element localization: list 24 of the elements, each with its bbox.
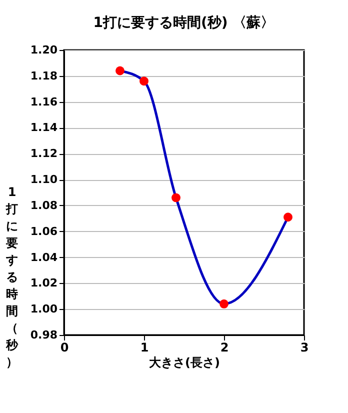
point (284, 212, 292, 222)
y-tick-label: 1.14 (30, 121, 58, 134)
y-tick-label: 1.16 (30, 95, 58, 108)
y-tick-label: 1.18 (30, 69, 58, 82)
y-tick-label: 0.98 (30, 328, 58, 342)
y-tick-label: 1.20 (30, 44, 58, 56)
point (116, 66, 124, 76)
point (220, 299, 228, 308)
y-tick-label: 1.02 (30, 276, 58, 290)
y-tick-label: 1.10 (30, 173, 58, 186)
y-tick-label: 1.06 (30, 224, 58, 238)
x-tick-label: 0 (60, 340, 69, 354)
x-tick-label: 2 (220, 340, 229, 354)
text: 1打に要する時間（秒） (6, 185, 18, 369)
x-axis-title: 大きさ(長さ) (149, 356, 220, 370)
y-tick-label: 1.08 (30, 198, 58, 212)
chart-title: 1打に要する時間(秒) 〈蘇〉 (93, 15, 275, 31)
x-tick-label: 1 (140, 340, 149, 354)
point (140, 76, 148, 86)
y-tick-label: 1.04 (30, 250, 58, 264)
point (172, 193, 180, 202)
x-tick-label: 3 (300, 340, 309, 354)
y-tick-label: 1.12 (30, 147, 58, 160)
y-tick-label: 1.00 (30, 302, 58, 316)
